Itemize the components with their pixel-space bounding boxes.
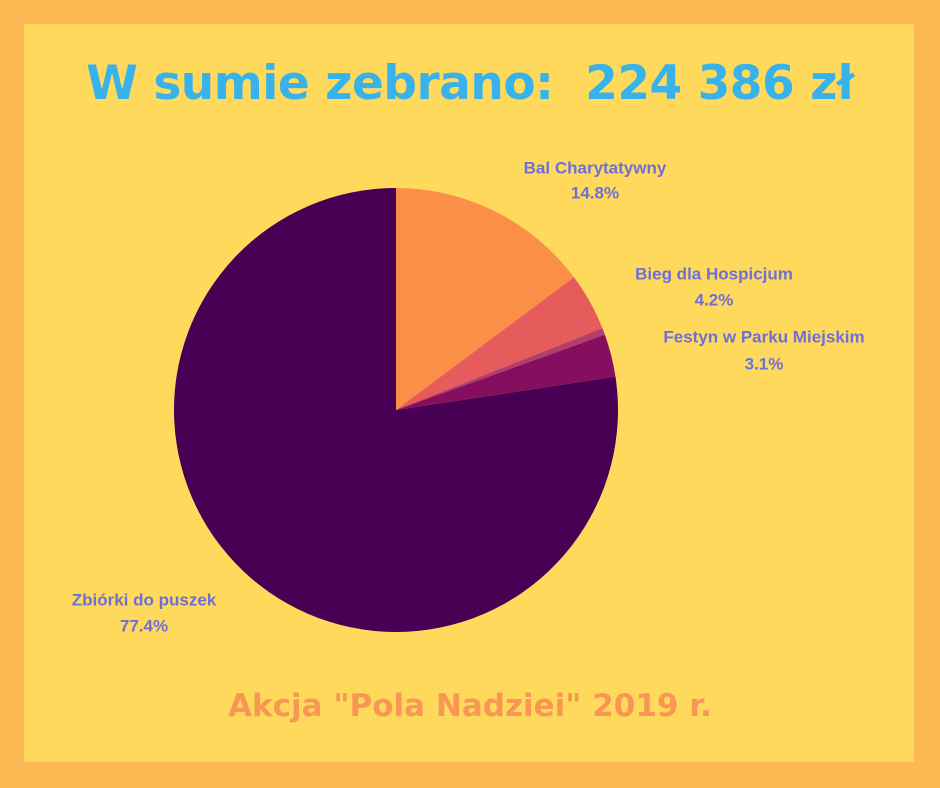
pie-slice — [396, 188, 574, 410]
slice-value-label: 14.8% — [571, 183, 619, 202]
pie-labels: Bal Charytatywny 14.8% Bieg dla Hospicjum 4… — [72, 158, 865, 635]
chart-title: W sumie zebrano: 224 386 zł — [86, 56, 854, 111]
slice-value-label: 77.4% — [120, 616, 168, 635]
slice-name-label: Festyn w Parku Miejskim — [663, 327, 864, 346]
pie-slice — [396, 334, 616, 410]
pie-slices — [173, 188, 618, 632]
slice-value-label: 4.2% — [695, 290, 734, 309]
slice-name-label: Zbiórki do puszek — [72, 590, 217, 609]
slice-name-label: Bieg dla Hospicjum — [635, 264, 793, 283]
pie-slice — [173, 188, 618, 632]
pie-slice — [396, 277, 603, 410]
campaign-footer: Akcja "Pola Nadziei" 2019 r. — [228, 688, 712, 724]
slice-name-label: Bal Charytatywny — [524, 158, 667, 177]
slice-value-label: 3.1% — [745, 354, 784, 373]
pie-slice — [396, 328, 605, 410]
